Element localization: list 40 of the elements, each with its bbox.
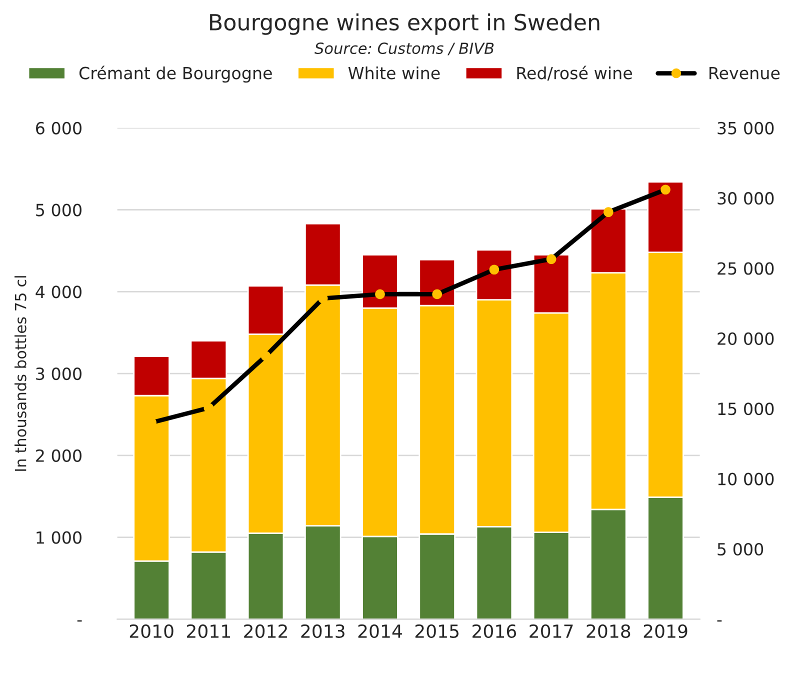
- y2-tick-label: 35 000: [718, 122, 774, 134]
- legend-label: Red/rosé wine: [517, 66, 632, 81]
- chart-title: Bourgogne wines export in Sweden: [210, 13, 600, 35]
- y2-tick-label: 25 000: [718, 262, 774, 275]
- y-tick-label: 3 000: [36, 367, 82, 380]
- legend-label: Crémant de Bourgogne: [79, 66, 272, 83]
- x-tick-label: 2015: [415, 624, 458, 638]
- y2-tick-label: 20 000: [718, 332, 774, 345]
- point: [660, 184, 670, 195]
- y-tick-label: 4 000: [36, 286, 82, 298]
- x-tick-label: 2014: [358, 624, 402, 638]
- x-tick-label: 2019: [644, 624, 688, 638]
- y-tick-label: 2 000: [36, 449, 82, 462]
- point: [204, 402, 214, 413]
- y-tick-label: -: [77, 620, 82, 622]
- x-tick-label: 2018: [586, 624, 630, 638]
- y-tick-label: 6 000: [36, 122, 82, 134]
- x-tick-label: 2012: [244, 624, 287, 638]
- x-tick-label: 2011: [187, 624, 230, 638]
- x-tick-label: 2013: [301, 624, 344, 638]
- y-tick-label: 5 000: [36, 204, 82, 216]
- x-tick-label: 2010: [130, 624, 174, 638]
- y2-tick-label: -: [717, 620, 722, 622]
- y2-tick-label: 15 000: [718, 402, 774, 416]
- x-tick-label: 2017: [530, 624, 573, 638]
- y2-tick-label: 5 000: [718, 542, 764, 556]
- point: [604, 207, 614, 217]
- legend-label: Revenue: [710, 66, 780, 80]
- point: [546, 254, 556, 264]
- point: [375, 289, 385, 300]
- y2-tick-label: 30 000: [718, 192, 774, 205]
- legend-label: White wine: [348, 66, 440, 80]
- point: [489, 264, 500, 275]
- y2-tick-label: 10 000: [718, 472, 774, 486]
- y-tick-label: 1 000: [36, 531, 82, 544]
- y-axis-title: In thousands bottles 75 cl: [14, 276, 26, 471]
- x-tick-label: 2016: [472, 624, 516, 638]
- chart-subtitle: Source: Customs / BIVB: [314, 42, 494, 56]
- point: [432, 289, 442, 300]
- point: [260, 351, 271, 361]
